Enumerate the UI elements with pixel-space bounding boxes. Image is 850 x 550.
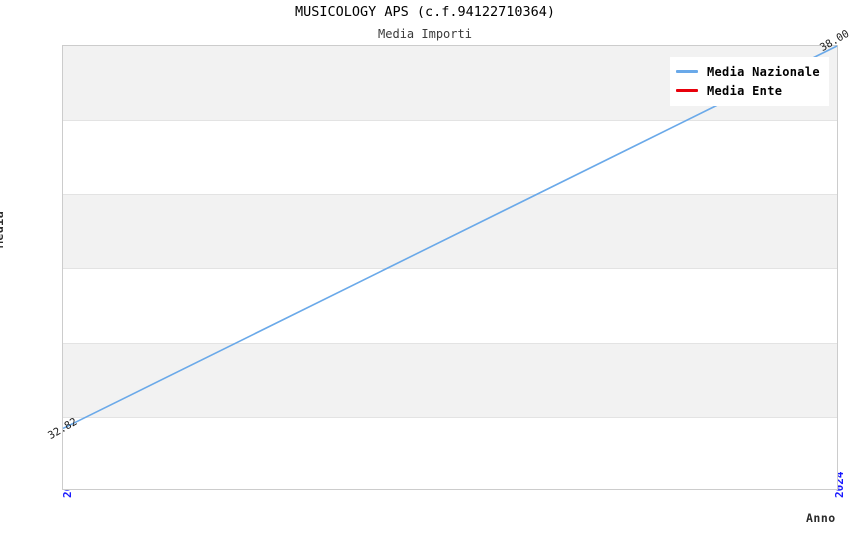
x-axis-title: Anno: [806, 511, 836, 525]
band-35-36: [63, 194, 837, 268]
gridline-37: [63, 120, 837, 121]
band-33-34: [63, 343, 837, 417]
legend-swatch-icon-media-nazionale: [676, 70, 698, 73]
legend-label-media-nazionale: Media Nazionale: [707, 64, 820, 79]
gridline-34: [63, 343, 837, 344]
gridline-33: [63, 417, 837, 418]
legend: Media Nazionale Media Ente: [670, 57, 829, 106]
plot-area: [62, 45, 838, 490]
gridline-35: [63, 268, 837, 269]
gridline-36: [63, 194, 837, 195]
legend-swatch-icon-media-ente: [676, 89, 698, 92]
series-plot: [62, 45, 838, 430]
legend-label-media-ente: Media Ente: [707, 83, 783, 98]
chart-subtitle: Media Importi: [378, 27, 472, 41]
chart-title: MUSICOLOGY APS (c.f.94122710364): [294, 4, 556, 20]
line-media-nazionale: [62, 45, 838, 430]
legend-item-media-ente[interactable]: Media Ente: [676, 81, 820, 100]
y-axis-title: Media: [0, 210, 6, 248]
legend-item-media-nazionale[interactable]: Media Nazionale: [676, 62, 820, 81]
